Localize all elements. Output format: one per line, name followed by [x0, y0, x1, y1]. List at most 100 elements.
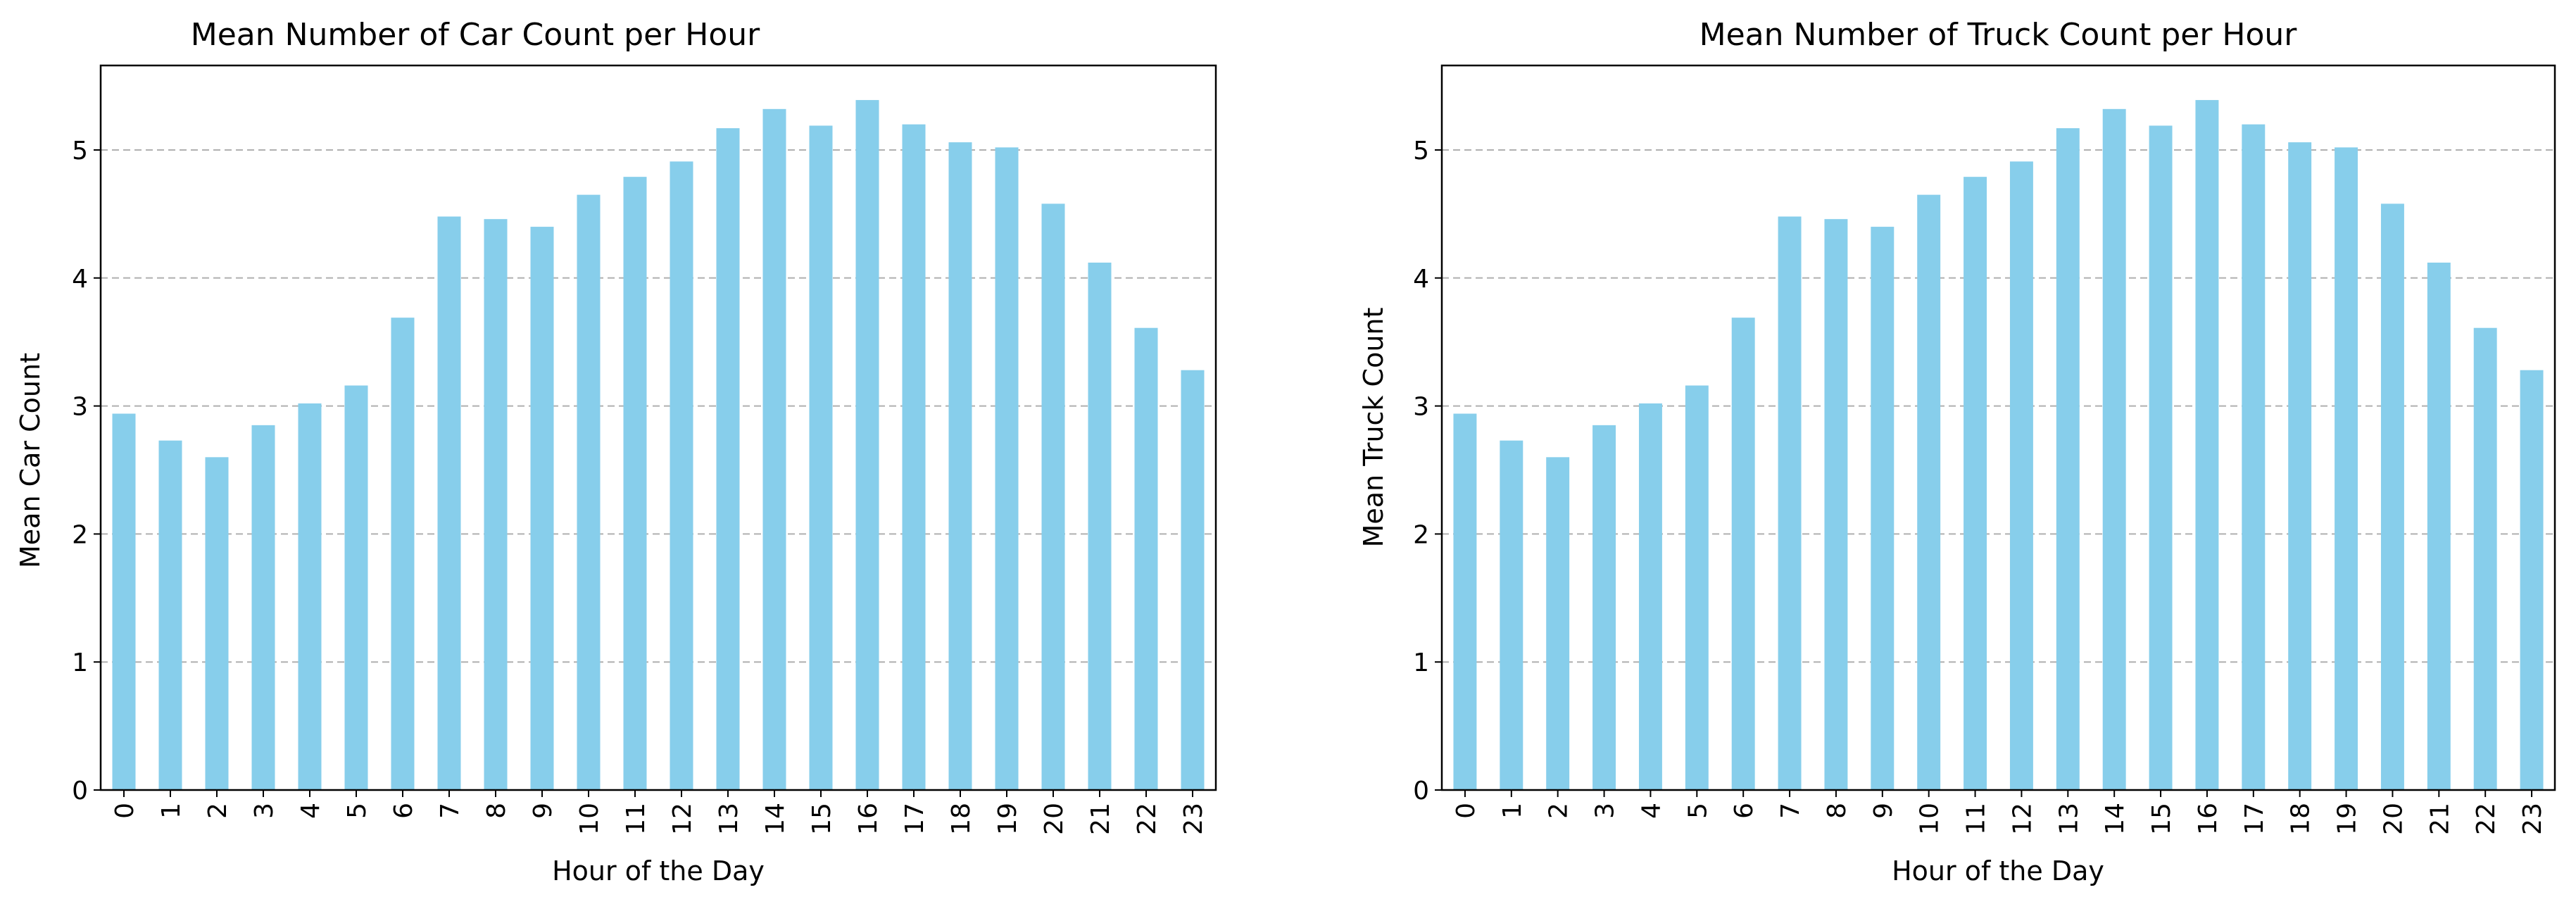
bar — [1500, 440, 1523, 790]
x-tick-label: 14 — [2101, 803, 2130, 835]
bar — [1453, 413, 1477, 790]
bar — [437, 216, 461, 790]
bar — [716, 128, 740, 791]
y-tick-label: 4 — [1413, 265, 1429, 294]
x-tick-label: 16 — [2194, 803, 2223, 835]
bar — [2473, 327, 2497, 790]
x-tick-label: 8 — [482, 803, 511, 819]
bar — [1592, 425, 1616, 790]
y-axis-label: Mean Car Count — [15, 353, 46, 568]
x-tick-label: 20 — [1040, 803, 1069, 835]
bar — [1041, 203, 1065, 790]
y-axis-label: Mean Truck Count — [1358, 308, 1389, 548]
y-tick-label: 0 — [72, 777, 88, 805]
bar — [623, 177, 647, 790]
x-tick-label: 12 — [668, 803, 697, 835]
bar — [855, 100, 879, 791]
x-tick-label: 6 — [1730, 803, 1759, 819]
x-tick-label: 14 — [761, 803, 790, 835]
y-tick-label: 1 — [1413, 648, 1429, 677]
x-tick-label: 17 — [2240, 803, 2269, 835]
x-tick-label: 2 — [203, 803, 232, 819]
bar — [251, 425, 275, 790]
x-tick-label: 21 — [1086, 803, 1115, 835]
x-tick-label: 3 — [250, 803, 279, 819]
bar — [298, 403, 322, 790]
x-tick-label: 19 — [993, 803, 1022, 835]
y-tick-label: 2 — [72, 520, 88, 549]
x-axis-label: Hour of the Day — [552, 855, 765, 886]
bar — [1181, 370, 1205, 790]
x-tick-label: 4 — [1637, 803, 1666, 819]
x-tick-label: 21 — [2425, 803, 2454, 835]
x-tick-label: 15 — [808, 803, 836, 835]
bar — [670, 161, 693, 791]
x-tick-label: 9 — [529, 803, 558, 819]
bar — [2102, 108, 2126, 790]
bar — [530, 227, 554, 790]
bar — [2520, 370, 2544, 790]
bar — [762, 108, 786, 790]
bar — [2009, 161, 2033, 791]
y-tick-label: 4 — [72, 265, 88, 294]
x-tick-label: 13 — [715, 803, 743, 835]
bar — [1731, 318, 1755, 791]
bar — [1917, 194, 1941, 791]
bar — [205, 457, 229, 790]
axes-frame — [99, 64, 1217, 791]
x-tick-label: 0 — [1452, 803, 1481, 819]
bar — [484, 219, 508, 790]
bar — [2149, 125, 2173, 790]
bar — [1546, 457, 1570, 790]
x-tick-label: 0 — [111, 803, 139, 819]
x-tick-label: 12 — [2008, 803, 2037, 835]
chart-title: Mean Number of Car Count per Hour — [191, 17, 760, 53]
bar — [2195, 100, 2219, 791]
bar — [391, 318, 415, 791]
chart-title: Mean Number of Truck Count per Hour — [1699, 17, 2298, 53]
x-tick-label: 22 — [2472, 803, 2501, 835]
chart-panel-car: Mean Number of Car Count per Hour 012345… — [15, 17, 1217, 886]
bar — [1088, 262, 1112, 791]
x-tick-label: 17 — [900, 803, 929, 835]
bar — [1778, 216, 1802, 790]
bar — [2427, 262, 2451, 791]
x-tick-label: 11 — [622, 803, 651, 835]
x-tick-label: 9 — [1869, 803, 1898, 819]
bar — [112, 413, 136, 790]
bar — [995, 147, 1019, 790]
x-tick-label: 10 — [1916, 803, 1944, 835]
bar — [2242, 124, 2266, 791]
x-tick-label: 22 — [1133, 803, 1162, 835]
x-tick-label: 13 — [2054, 803, 2083, 835]
chart-panel-truck: Mean Number of Truck Count per Hour 0123… — [1358, 17, 2556, 886]
bar — [948, 142, 972, 790]
x-tick-label: 18 — [947, 803, 976, 835]
x-tick-label: 8 — [1823, 803, 1852, 819]
x-tick-label: 1 — [157, 803, 186, 819]
x-tick-label: 7 — [436, 803, 465, 819]
bar — [809, 125, 833, 790]
x-tick-label: 6 — [389, 803, 418, 819]
x-tick-label: 1 — [1498, 803, 1527, 819]
y-tick-label: 3 — [72, 393, 88, 422]
bar — [1638, 403, 1662, 790]
x-tick-label: 20 — [2379, 803, 2408, 835]
bar — [2288, 142, 2312, 790]
y-tick-label: 2 — [1413, 520, 1429, 549]
x-tick-label: 5 — [343, 803, 372, 819]
y-tick-label: 3 — [1413, 393, 1429, 422]
bar — [1134, 327, 1158, 790]
x-axis-label: Hour of the Day — [1892, 855, 2104, 886]
x-tick-label: 23 — [2518, 803, 2547, 835]
y-tick-label: 0 — [1413, 777, 1429, 805]
x-tick-label: 5 — [1683, 803, 1712, 819]
bar — [1964, 177, 1987, 790]
x-tick-label: 18 — [2287, 803, 2316, 835]
x-tick-label: 3 — [1591, 803, 1620, 819]
x-tick-label: 15 — [2147, 803, 2176, 835]
bar — [158, 440, 182, 790]
bar — [902, 124, 926, 791]
x-tick-label: 23 — [1179, 803, 1208, 835]
